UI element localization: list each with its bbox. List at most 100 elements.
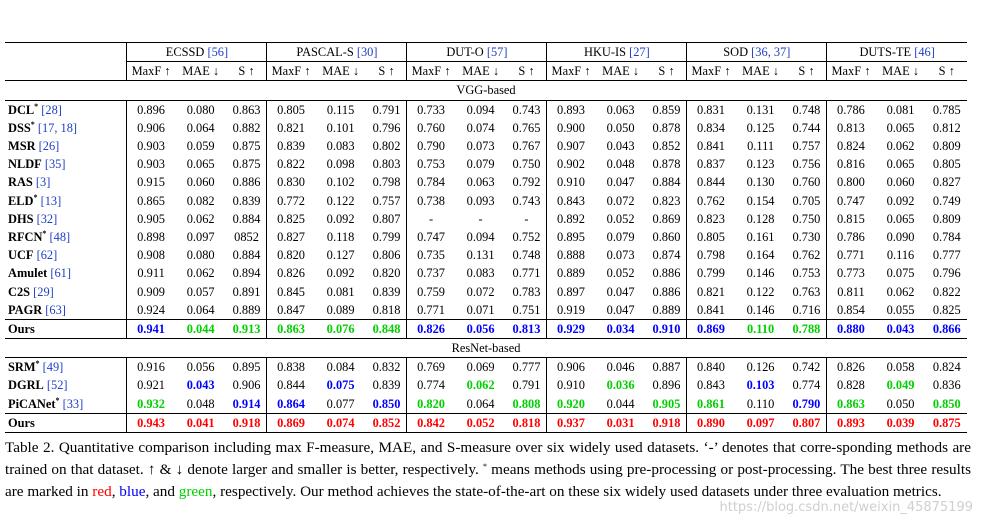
method-name: DGRL [52] bbox=[5, 376, 127, 394]
caption-green-word: green bbox=[178, 483, 213, 500]
metric-value: 0.737 bbox=[406, 264, 455, 283]
table-row: DCL* [28] 0.896 0.080 0.863 0.805 0.115 0.791 0… bbox=[5, 99, 967, 119]
method-label: RAS bbox=[8, 175, 33, 190]
metric-value: 0.824 bbox=[826, 136, 875, 156]
metric-value: 0.803 bbox=[372, 157, 401, 172]
dataset-header-hku-is: HKU-IS [27] bbox=[546, 41, 687, 63]
method-label: DCL bbox=[8, 102, 35, 117]
metric-value: 0.064 bbox=[466, 396, 495, 411]
metric-value: 0.837 bbox=[686, 155, 735, 174]
metric-value: 0.884 bbox=[232, 248, 261, 263]
metric-value: 0.878 bbox=[652, 120, 681, 135]
method-star: * bbox=[42, 228, 47, 238]
caption-star: * bbox=[482, 462, 487, 471]
metric-value: 0.744 bbox=[792, 120, 821, 135]
metric-value: 0.854 bbox=[826, 300, 875, 320]
metric-value: 0.130 bbox=[746, 175, 775, 190]
metric-value: 0.753 bbox=[406, 155, 455, 174]
comparison-table-container: ECSSD [56] PASCAL-S [30] DUT-O [57] HKU-IS … bbox=[5, 41, 967, 433]
metric-value: 0.759 bbox=[406, 282, 455, 301]
metric-value: 0.886 bbox=[652, 266, 681, 281]
metric-value: 0.920 bbox=[546, 394, 595, 414]
metric-value: 0.122 bbox=[746, 284, 775, 299]
method-ref: [33] bbox=[59, 396, 84, 411]
metric-value: 0.733 bbox=[406, 99, 455, 119]
metric-value: 0.743 bbox=[512, 193, 541, 208]
metric-value: 0.863 bbox=[226, 99, 267, 119]
caption-red-word: red bbox=[92, 483, 112, 500]
metric-value: 0.900 bbox=[546, 118, 595, 137]
dataset-name: DUT-O bbox=[446, 45, 487, 60]
metric-value: 0.798 bbox=[372, 175, 401, 190]
metric-value: 0.092 bbox=[326, 211, 355, 226]
metric-value: 0.080 bbox=[186, 248, 215, 263]
metric-value: - bbox=[478, 211, 483, 226]
metric-value: 0.884 bbox=[652, 175, 681, 190]
dataset-header-row: ECSSD [56] PASCAL-S [30] DUT-O [57] HKU-IS … bbox=[5, 41, 967, 63]
metric-value: 0.752 bbox=[512, 229, 541, 244]
metric-value: 0.154 bbox=[746, 193, 775, 208]
metric-value: 0.847 bbox=[266, 300, 315, 320]
metric-value: 0.799 bbox=[372, 229, 401, 244]
method-star: * bbox=[35, 359, 40, 369]
metric-value: 0.918 bbox=[226, 412, 267, 433]
metric-value: 0.906 bbox=[126, 118, 175, 137]
caption-sep-2: , and bbox=[145, 483, 179, 500]
metric-value: 0.146 bbox=[746, 302, 775, 317]
metric-value: 0.052 bbox=[606, 211, 635, 226]
metric-value: 0.813 bbox=[826, 118, 875, 137]
metric-value: 0.747 bbox=[406, 227, 455, 247]
table-row: RFCN* [48] 0.898 0.097 0852 0.827 0.118 0.799 0… bbox=[5, 227, 967, 247]
metric-value: 0.784 bbox=[932, 229, 961, 244]
metric-value: 0.932 bbox=[126, 394, 175, 414]
dataset-header-duts-te: DUTS-TE [46] bbox=[826, 41, 967, 63]
method-label: SRM bbox=[8, 360, 36, 375]
metric-value: 0.094 bbox=[454, 99, 507, 119]
metric-value: 0.929 bbox=[546, 318, 595, 339]
metric-value: 0.828 bbox=[826, 376, 875, 395]
metric-value: 0.916 bbox=[126, 357, 175, 377]
method-label: Amulet bbox=[8, 266, 48, 281]
metric-value: 0.103 bbox=[746, 378, 775, 393]
metric-value: 0.903 bbox=[126, 155, 175, 174]
metric-value: 0.790 bbox=[406, 136, 455, 156]
metric-value: 0.743 bbox=[506, 99, 547, 119]
metric-value: 0.826 bbox=[826, 357, 875, 377]
metric-value: 0.081 bbox=[874, 99, 927, 119]
metric-value: 0.850 bbox=[372, 396, 401, 411]
metric-value: 0.844 bbox=[266, 376, 315, 395]
metric-value: 0.850 bbox=[932, 396, 961, 411]
metric-value: 0.748 bbox=[786, 99, 827, 119]
table-row: PAGR [63] 0.924 0.064 0.889 0.847 0.089 0.818 0… bbox=[5, 300, 967, 320]
metric-value: 0.895 bbox=[226, 357, 267, 377]
metric-value: 0.762 bbox=[686, 191, 735, 210]
metric-value: 0.840 bbox=[686, 357, 735, 377]
metric-value: 0.884 bbox=[232, 211, 261, 226]
metric-value: 0.910 bbox=[546, 173, 595, 192]
metric-value: 0.763 bbox=[792, 284, 821, 299]
method-ref: [26] bbox=[35, 139, 60, 154]
metric-value: 0.880 bbox=[826, 318, 875, 339]
method-name: DCL* [28] bbox=[5, 99, 127, 119]
table-row: MSR [26] 0.903 0.059 0.875 0.839 0.083 0.802 0.… bbox=[5, 136, 967, 156]
metric-value: 0.843 bbox=[546, 191, 595, 210]
metric-value: 0.887 bbox=[646, 357, 687, 377]
metric-value: 0.906 bbox=[546, 357, 595, 377]
metric-value: 0.044 bbox=[174, 318, 227, 339]
metric-value: 0.750 bbox=[512, 157, 541, 172]
metric-value: 0.807 bbox=[372, 211, 401, 226]
metric-value: 0.072 bbox=[606, 193, 635, 208]
metric-value: 0.034 bbox=[594, 318, 647, 339]
metric-value: 0.786 bbox=[826, 99, 875, 119]
metric-value: 0.911 bbox=[126, 264, 175, 283]
caption-sep-1: , bbox=[111, 483, 120, 500]
metric-value: 0.806 bbox=[372, 248, 401, 263]
metric-value: 0.820 bbox=[266, 246, 315, 265]
metric-value: 0.832 bbox=[366, 357, 407, 377]
metric-value: 0.046 bbox=[594, 357, 647, 377]
metric-value: 0.826 bbox=[406, 318, 455, 339]
method-name: RFCN* [48] bbox=[5, 228, 127, 246]
metric-value: 0.805 bbox=[686, 227, 735, 247]
metric-value: 0.757 bbox=[792, 139, 821, 154]
metric-header: MaxF ↑ bbox=[266, 61, 315, 81]
